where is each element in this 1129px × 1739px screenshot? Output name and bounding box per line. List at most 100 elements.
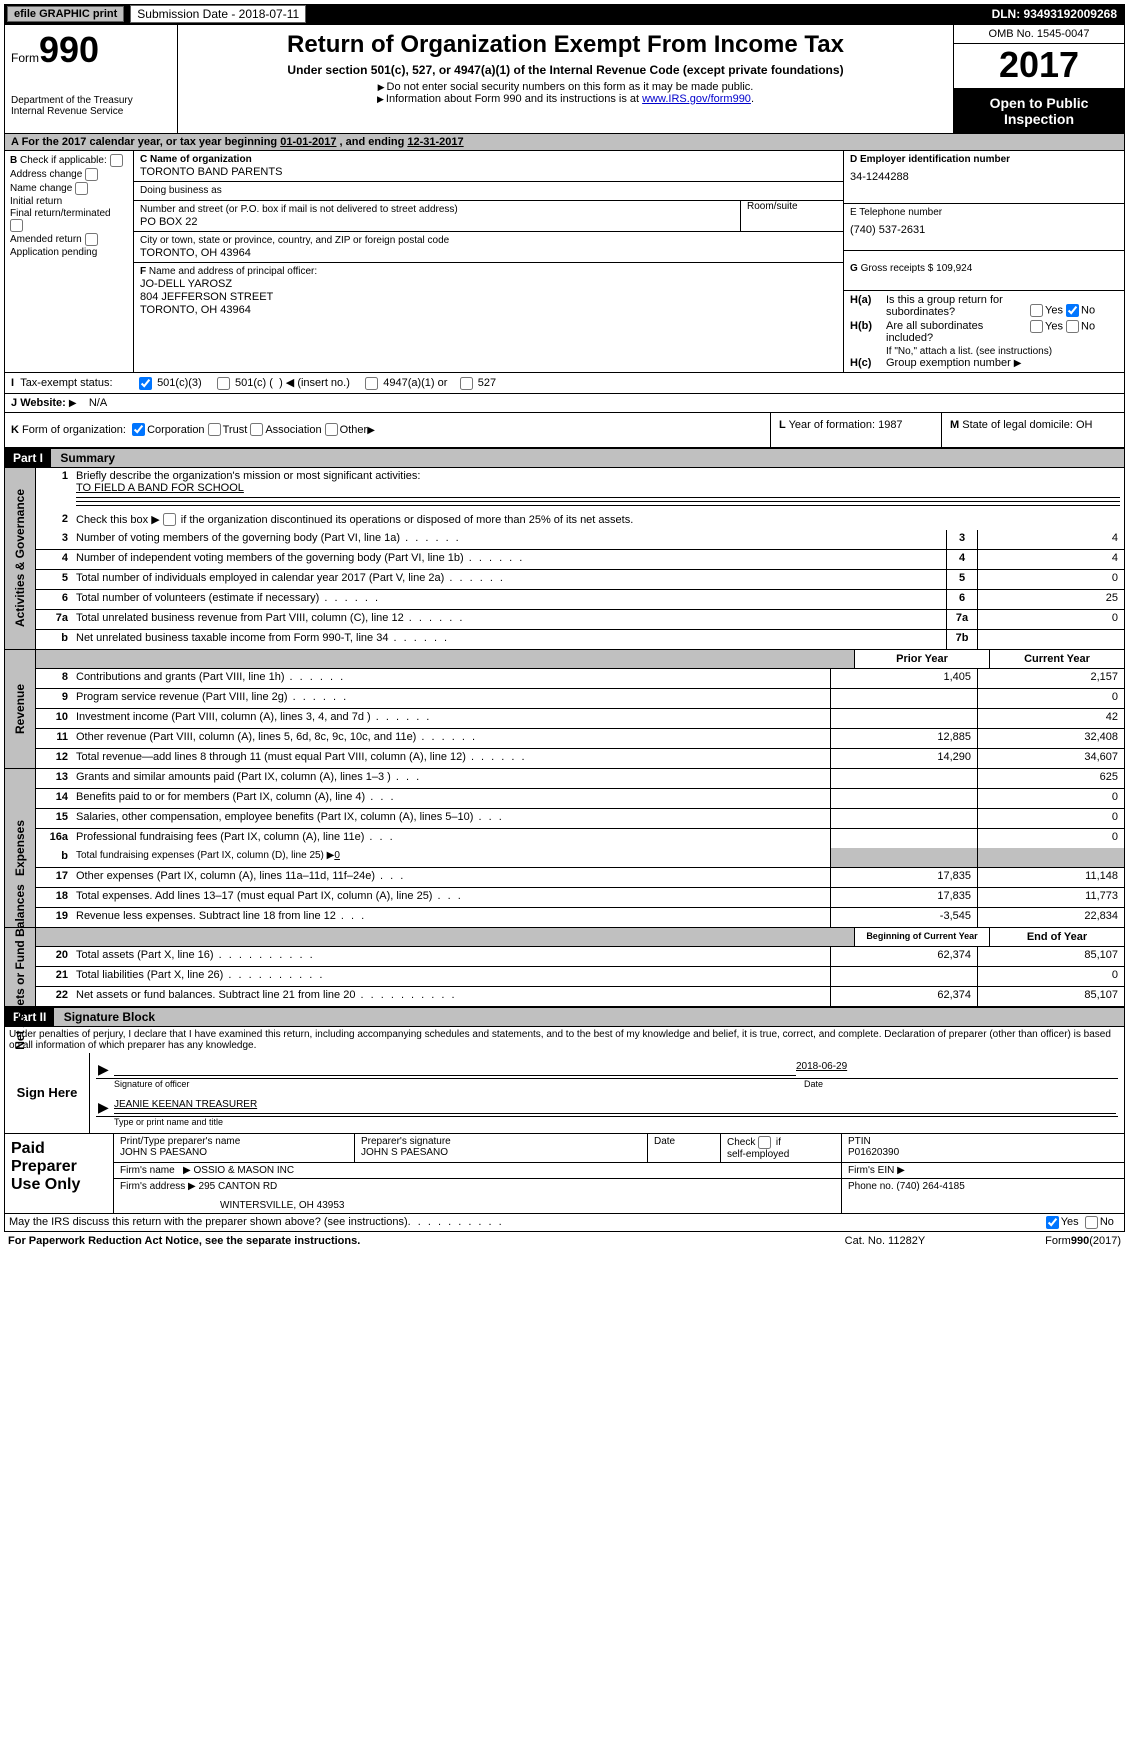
line-num: b <box>36 630 72 649</box>
hb-no-check[interactable] <box>1066 320 1079 333</box>
opt-address-change: Address change <box>10 169 82 180</box>
check-527[interactable] <box>460 377 473 390</box>
line-text: Number of voting members of the governin… <box>72 530 946 549</box>
ha-no-check[interactable] <box>1066 304 1079 317</box>
line-value: 0 <box>977 570 1124 589</box>
open-public-2: Inspection <box>958 111 1120 127</box>
current-value: 0 <box>977 789 1124 808</box>
row-i-text: Tax-exempt status: <box>20 377 112 389</box>
signature-label: Signature of officer <box>90 1079 780 1089</box>
current-value: 32,408 <box>977 729 1124 748</box>
discuss-no-check[interactable] <box>1085 1216 1098 1229</box>
line-box: 7b <box>946 630 977 649</box>
firm-name-label: Firm's name <box>120 1165 175 1176</box>
hb-yes-check[interactable] <box>1030 320 1043 333</box>
current-value: 42 <box>977 709 1124 728</box>
expenses-label: Expenses <box>13 820 27 876</box>
mission-text: TO FIELD A BAND FOR SCHOOL <box>76 482 244 494</box>
irs-link[interactable]: www.IRS.gov/form990 <box>642 93 751 105</box>
line-text: Total expenses. Add lines 13–17 (must eq… <box>72 888 830 907</box>
check-final-return[interactable] <box>10 219 23 232</box>
firm-name: OSSIO & MASON INC <box>194 1165 295 1176</box>
line-value: 0 <box>977 610 1124 629</box>
part-1-tag: Part I <box>5 449 51 467</box>
arrow-icon <box>183 1165 191 1176</box>
check-corporation[interactable] <box>132 423 145 436</box>
line-text: Total number of volunteers (estimate if … <box>72 590 946 609</box>
line-num: 3 <box>36 530 72 549</box>
firm-phone: (740) 264-4185 <box>896 1181 964 1192</box>
page-footer: For Paperwork Reduction Act Notice, see … <box>4 1232 1125 1250</box>
line-text: Other revenue (Part VIII, column (A), li… <box>72 729 830 748</box>
ha-label: H(a) <box>850 294 871 306</box>
line-num: 11 <box>36 729 72 748</box>
check-association[interactable] <box>250 423 263 436</box>
line-1-num: 1 <box>36 468 72 511</box>
line-value: 4 <box>977 530 1124 549</box>
line-text: Salaries, other compensation, employee b… <box>72 809 830 828</box>
line-text: Total number of individuals employed in … <box>72 570 946 589</box>
row-k: K Form of organization: Corporation Trus… <box>4 413 1125 448</box>
line-1-text: Briefly describe the organization's miss… <box>76 470 420 482</box>
line-num: 10 <box>36 709 72 728</box>
revenue-label: Revenue <box>13 684 27 734</box>
section-a: A For the 2017 calendar year, or tax yea… <box>4 134 1125 151</box>
city-value: TORONTO, OH 43964 <box>140 246 837 259</box>
form-title: Return of Organization Exempt From Incom… <box>218 31 913 59</box>
print-name-label: Type or print name and title <box>90 1117 1124 1127</box>
footer-year: (2017) <box>1089 1235 1121 1247</box>
row-j-text: Website: <box>20 397 66 409</box>
prior-value: -3,545 <box>830 908 977 927</box>
phone-value: (740) 537-2631 <box>850 218 1118 236</box>
efile-print-button[interactable]: efile GRAPHIC print <box>7 6 124 22</box>
check-501c3[interactable] <box>139 377 152 390</box>
line-text: Total unrelated business revenue from Pa… <box>72 610 946 629</box>
check-discontinued[interactable] <box>163 513 176 526</box>
net-assets-label: Net Assets or Fund Balances <box>13 884 27 1050</box>
prior-value: 12,885 <box>830 729 977 748</box>
line-2-num: 2 <box>36 511 72 530</box>
check-self-employed[interactable] <box>758 1136 771 1149</box>
check-amended-return[interactable] <box>85 233 98 246</box>
part-1-bar: Part I Summary <box>4 448 1125 468</box>
discuss-text: May the IRS discuss this return with the… <box>9 1216 408 1229</box>
sign-here-block: Sign Here ▶ 2018-06-29 Signature of offi… <box>4 1053 1125 1134</box>
line-num: 9 <box>36 689 72 708</box>
line-text: Benefits paid to or for members (Part IX… <box>72 789 830 808</box>
prior-value: 17,835 <box>830 888 977 907</box>
opt-501c3: 501(c)(3) <box>157 377 202 389</box>
current-year-header: Current Year <box>989 650 1124 668</box>
line-value: 4 <box>977 550 1124 569</box>
identity-block: B Check if applicable: Address change Na… <box>4 151 1125 373</box>
line-2-text: Check this box ▶ if the organization dis… <box>72 511 1124 530</box>
end-year-header: End of Year <box>989 928 1124 946</box>
hc-label: H(c) <box>850 357 871 369</box>
form-number: 990 <box>39 29 99 70</box>
ha-yes-check[interactable] <box>1030 304 1043 317</box>
line-value: 25 <box>977 590 1124 609</box>
footer-catno: Cat. No. 11282Y <box>845 1235 926 1247</box>
current-value: 34,607 <box>977 749 1124 768</box>
opt-527: 527 <box>478 377 496 389</box>
check-4947[interactable] <box>365 377 378 390</box>
check-trust[interactable] <box>208 423 221 436</box>
ha-no: No <box>1081 304 1095 316</box>
opt-trust: Trust <box>223 424 248 436</box>
line-num: 21 <box>36 967 72 986</box>
discuss-yes-check[interactable] <box>1046 1216 1059 1229</box>
arrow-icon <box>367 424 375 436</box>
ptin-label: PTIN <box>848 1136 1118 1147</box>
line-text: Grants and similar amounts paid (Part IX… <box>72 769 830 788</box>
begin-value: 62,374 <box>830 987 977 1006</box>
check-501c[interactable] <box>217 377 230 390</box>
check-other[interactable] <box>325 423 338 436</box>
firm-addr2: WINTERSVILLE, OH 43953 <box>120 1200 835 1211</box>
year-formation: 1987 <box>878 419 902 431</box>
street-label: Number and street (or P.O. box if mail i… <box>140 204 740 215</box>
line-num: 14 <box>36 789 72 808</box>
net-assets-section: Net Assets or Fund Balances Beginning of… <box>4 928 1125 1007</box>
check-applicable-master[interactable] <box>110 154 123 167</box>
end-value: 85,107 <box>977 987 1124 1006</box>
check-address-change[interactable] <box>85 168 98 181</box>
check-name-change[interactable] <box>75 182 88 195</box>
